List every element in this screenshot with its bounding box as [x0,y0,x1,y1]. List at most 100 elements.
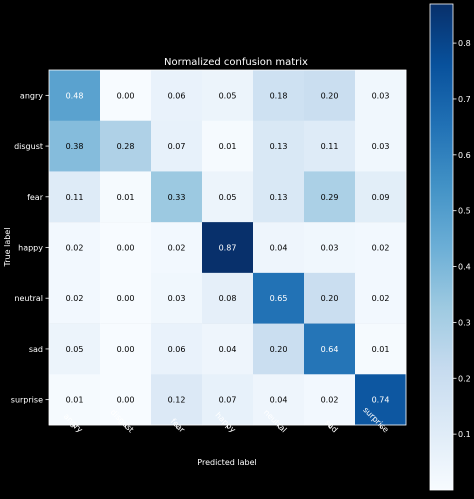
heatmap-cell [100,120,152,172]
cell-value-label: 0.13 [270,142,288,151]
cell-value-label: 0.06 [168,345,186,354]
colorbar [429,3,454,491]
heatmap-cell [151,70,203,122]
y-tick-label: neutral [14,294,43,303]
heatmap-cells: 0.48 0.00 0.06 0.05 0.18 0.20 0.03 0.38 0.28 0.07… [49,70,407,426]
y-tick-label: surprise [11,396,43,405]
cell-value-label: 0.65 [270,294,288,303]
heatmap-cell [355,171,407,223]
cell-value-label: 0.13 [270,193,288,202]
y-tick-label: angry [20,91,43,100]
y-tick-label: sad [29,345,43,354]
cell-value-label: 0.00 [117,396,135,405]
cell-value-label: 0.20 [321,91,339,100]
cell-value-label: 0.04 [219,345,237,354]
colorbar-ticks: 0.1 0.2 0.3 0.4 0.5 0.6 0.7 0.8 [453,39,471,439]
cell-value-label: 0.08 [219,294,237,303]
y-tick-label: fear [27,193,44,202]
cell-value-label: 0.48 [66,91,84,100]
cell-value-label: 0.20 [270,345,288,354]
heatmap-cell [304,323,356,375]
colorbar-tick-label: 0.6 [458,151,471,160]
cell-value-label: 0.03 [372,142,390,151]
heatmap-cell [253,171,305,223]
cell-value-label: 0.09 [372,193,390,202]
heatmap-cell [304,171,356,223]
cell-value-label: 0.01 [372,345,390,354]
cell-value-label: 0.02 [66,244,84,253]
heatmap-cell [304,374,356,426]
colorbar-tick-label: 0.4 [458,263,471,272]
cell-value-label: 0.05 [219,193,237,202]
heatmap-cell [253,222,305,274]
colorbar-tick-label: 0.7 [458,95,471,104]
heatmap-cell [151,323,203,375]
heatmap-cell [151,272,203,324]
heatmap-cell [355,272,407,324]
heatmap-cell [151,222,203,274]
cell-value-label: 0.03 [321,244,339,253]
cell-value-label: 0.01 [117,193,135,202]
heatmap-cell [49,70,101,122]
cell-value-label: 0.03 [168,294,186,303]
cell-value-label: 0.02 [372,244,390,253]
heatmap-cell [202,323,254,375]
cell-value-label: 0.74 [372,396,390,405]
heatmap-cell [49,272,101,324]
cell-value-label: 0.01 [219,142,237,151]
heatmap-cell [151,120,203,172]
cell-value-label: 0.33 [168,193,186,202]
cell-value-label: 0.12 [168,396,186,405]
chart-title: Normalized confusion matrix [164,57,308,68]
cell-value-label: 0.18 [270,91,288,100]
cell-value-label: 0.87 [219,244,237,253]
cell-value-label: 0.07 [219,396,237,405]
heatmap-cell [100,70,152,122]
cell-value-label: 0.28 [117,142,135,151]
heatmap-cell [202,222,254,274]
colorbar-tick-label: 0.1 [458,430,471,439]
cell-value-label: 0.04 [270,244,288,253]
cell-value-label: 0.02 [66,294,84,303]
colorbar-tick-label: 0.5 [458,207,471,216]
y-tick-label: happy [18,244,43,253]
cell-value-label: 0.29 [321,193,339,202]
colorbar-tick-label: 0.8 [458,39,471,48]
cell-value-label: 0.05 [219,91,237,100]
heatmap-cell [355,323,407,375]
cell-value-label: 0.20 [321,294,339,303]
cell-value-label: 0.02 [321,396,339,405]
heatmap-cell [49,323,101,375]
heatmap-cell [304,120,356,172]
heatmap-cell [49,374,101,426]
cell-value-label: 0.04 [270,396,288,405]
heatmap-cell [151,171,203,223]
heatmap-cell [304,272,356,324]
cell-value-label: 0.00 [117,294,135,303]
heatmap-cell [100,272,152,324]
cell-value-label: 0.11 [66,193,84,202]
colorbar-tick-label: 0.2 [458,374,471,383]
heatmap-cell [49,171,101,223]
cell-value-label: 0.38 [66,142,84,151]
heatmap-cell [304,70,356,122]
heatmap-cell [49,222,101,274]
heatmap-cell [100,222,152,274]
colorbar-tick-label: 0.3 [458,318,471,327]
heatmap-cell [100,171,152,223]
cell-value-label: 0.05 [66,345,84,354]
heatmap-cell [304,222,356,274]
cell-value-label: 0.64 [321,345,339,354]
heatmap-cell [100,374,152,426]
heatmap-cell [151,374,203,426]
cell-value-label: 0.00 [117,244,135,253]
heatmap-cell [100,323,152,375]
cell-value-label: 0.02 [168,244,186,253]
cell-value-label: 0.00 [117,345,135,354]
heatmap-cell [202,272,254,324]
heatmap-cell [355,222,407,274]
heatmap-cell [202,171,254,223]
heatmap-cell [253,323,305,375]
heatmap-cell [253,272,305,324]
